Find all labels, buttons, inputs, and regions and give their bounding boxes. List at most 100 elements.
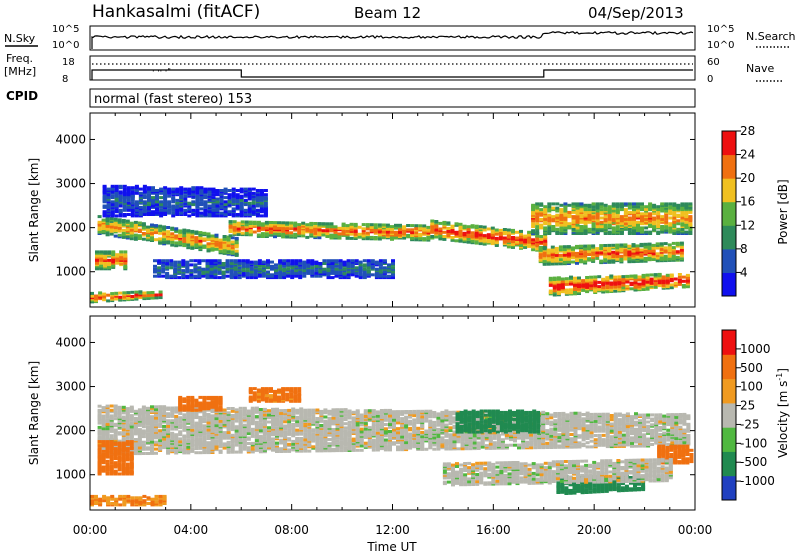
power-cell-7 [542, 245, 547, 249]
power-cell-8 [165, 259, 170, 263]
power-cell-9 [263, 189, 268, 192]
power-cell-8 [362, 267, 367, 271]
power-cell-6 [613, 275, 618, 279]
power-cell-3 [575, 229, 580, 233]
power-cell-8 [213, 276, 218, 280]
velocity-cell-0 [190, 438, 195, 442]
station-title: Hankasalmi (fitACF) [92, 2, 260, 22]
power-cell-7 [619, 249, 624, 253]
power-cell-7 [554, 251, 559, 255]
power-cell-1 [406, 228, 411, 232]
velocity-cell-0 [206, 441, 211, 445]
velocity-cell-0 [254, 433, 259, 437]
power-cell-6 [605, 284, 610, 288]
power-cell-5 [123, 253, 128, 257]
velocity-cell-0 [166, 422, 171, 425]
velocity-cell-0 [226, 450, 231, 454]
power-cell-1 [394, 223, 398, 227]
power-cell-9 [219, 214, 224, 218]
power-cell-8 [161, 274, 166, 278]
power-colorbar-swatch-4 [722, 178, 736, 203]
velocity-cell-0 [283, 416, 288, 420]
power-cell-6 [617, 275, 622, 279]
power-cell-7 [619, 259, 624, 262]
power-cell-2 [498, 236, 503, 239]
power-cell-9 [247, 187, 252, 191]
power-cell-1 [256, 233, 261, 237]
power-cell-8 [173, 267, 178, 271]
power-cell-9 [130, 186, 135, 190]
velocity-cell-0 [146, 437, 150, 441]
power-cell-7 [583, 244, 588, 248]
velocity-cell-0 [283, 434, 288, 438]
velocity-cell-0 [129, 405, 134, 409]
power-cell-7 [591, 252, 596, 256]
power-cell-8 [294, 259, 299, 263]
velocity-cell-0 [198, 415, 203, 419]
power-cell-1 [349, 222, 354, 226]
velocity-cell-0 [307, 442, 312, 446]
velocity-cell-0 [287, 420, 292, 424]
power-cell-7 [675, 241, 680, 245]
velocity-cell-0 [178, 410, 183, 414]
power-cell-2 [515, 236, 519, 240]
power-cell-8 [338, 263, 343, 267]
power-cell-2 [442, 220, 447, 224]
power-cell-9 [259, 189, 264, 192]
velocity-cell-0 [101, 417, 106, 421]
power-cell-3 [559, 226, 564, 230]
power-cell-0 [137, 221, 142, 225]
velocity-cell-0 [141, 415, 146, 419]
power-cell-7 [651, 255, 656, 259]
power-cell-6 [649, 273, 654, 277]
power-cell-1 [381, 223, 386, 227]
velocity-cell-0 [262, 407, 267, 411]
velocity-cell-0 [162, 424, 167, 428]
power-cell-7 [639, 242, 644, 246]
power-cell-1 [313, 224, 318, 228]
power-cell-1 [277, 221, 281, 225]
velocity-cell-0 [214, 424, 219, 428]
power-cell-2 [535, 234, 540, 238]
power-cell-2 [498, 228, 503, 232]
power-cell-6 [669, 286, 674, 290]
power-cell-3 [575, 223, 580, 227]
power-cell-7 [671, 254, 676, 258]
power-cell-8 [310, 266, 315, 270]
power-cell-2 [502, 236, 507, 240]
power-cell-1 [410, 224, 415, 228]
power-cell-3 [640, 226, 644, 230]
velocity-cell-0 [190, 442, 195, 446]
power-cell-8 [302, 274, 307, 278]
cpid-bar-frame [89, 88, 696, 108]
power-cell-3 [583, 213, 588, 217]
power-cell-3 [591, 202, 596, 206]
power-cell-0 [141, 232, 146, 235]
velocity-cell-0 [303, 432, 308, 436]
power-cell-8 [310, 271, 315, 275]
power-cell-1 [337, 232, 342, 236]
velocity-cell-0 [158, 416, 163, 420]
noise-ytick-low: 10^0 [52, 40, 79, 51]
power-cell-8 [261, 264, 266, 268]
power-cell-3 [547, 226, 552, 230]
power-cell-3 [627, 210, 632, 214]
power-cell-1 [337, 236, 342, 240]
velocity-cell-0 [242, 412, 247, 416]
power-cell-8 [209, 259, 214, 263]
velocity-cell-0 [150, 405, 154, 409]
power-colorbar-label-0: 4 [740, 265, 748, 279]
power-cell-6 [569, 282, 573, 286]
velocity-cell-0 [295, 408, 300, 412]
power-cell-1 [285, 231, 290, 235]
power-cell-8 [185, 260, 190, 264]
power-cell-3 [591, 215, 596, 219]
velocity-cell-0 [121, 436, 126, 440]
velocity-cell-0 [234, 443, 239, 447]
power-cell-2 [466, 225, 471, 229]
power-cell-3 [660, 202, 665, 206]
power-cell-9 [118, 184, 123, 188]
power-cell-9 [147, 190, 151, 194]
power-cell-2 [458, 225, 463, 229]
